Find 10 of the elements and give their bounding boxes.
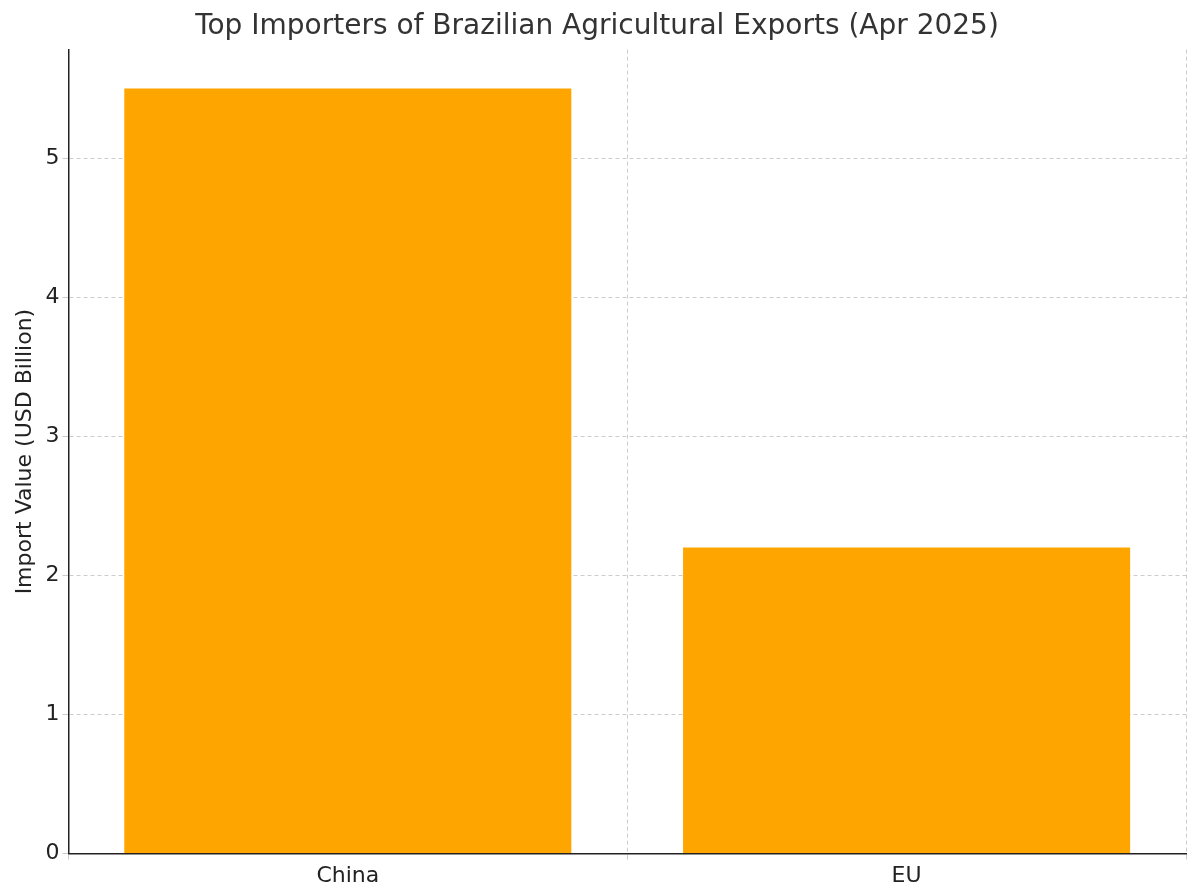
y-tick-label: 1 [45,700,60,726]
chart-title: Top Importers of Brazilian Agricultural Exports (Apr 2025) [194,8,999,42]
y-tick-label: 0 [45,839,60,865]
y-axis-title: Import Value (USD Billion) [10,308,36,595]
y-tick-label: 2 [45,561,60,587]
y-tick-label: 5 [45,143,60,169]
y-tick-label: 4 [45,282,60,308]
y-tick-label: 3 [45,422,60,448]
x-tick-label: EU [891,861,922,887]
x-tick-label: China [316,861,380,887]
